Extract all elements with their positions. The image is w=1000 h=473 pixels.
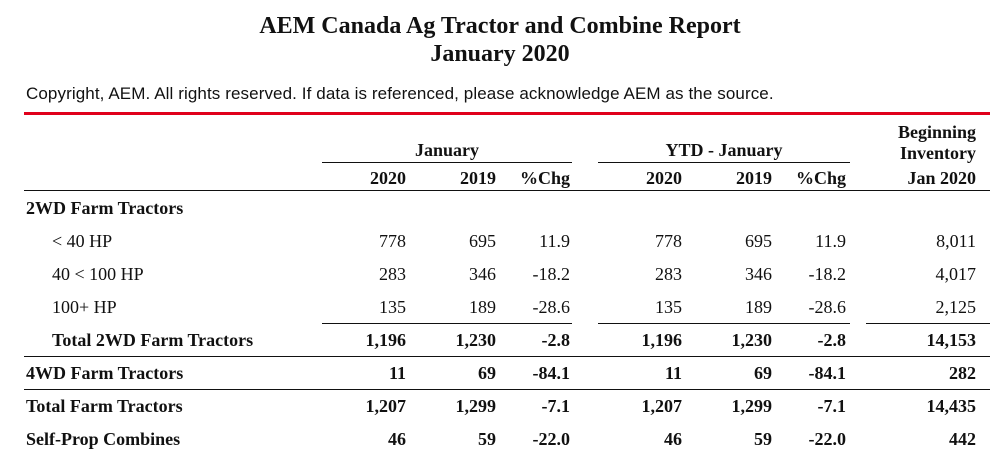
table-cell: -2.8 (817, 330, 847, 350)
rule-above-total-farm-tractors (24, 389, 990, 390)
table-cell: -2.8 (541, 330, 571, 350)
table-cell: -22.0 (532, 429, 571, 449)
column-header-ytd-2019: 2019 (736, 168, 772, 188)
table-cell: -18.2 (532, 264, 571, 284)
group-underline-january (322, 162, 572, 163)
table-cell: 1,230 (731, 330, 773, 350)
table-cell: 11.9 (539, 231, 570, 251)
table-cell: 695 (745, 231, 772, 251)
red-divider (24, 112, 990, 115)
table-cell: 1,299 (731, 396, 773, 416)
inventory-header-line2: Inventory (900, 143, 976, 163)
table-cell: -7.1 (817, 396, 847, 416)
row-label-total-2wd: Total 2WD Farm Tractors (52, 330, 254, 350)
table-cell: 14,153 (926, 330, 977, 350)
report-subtitle: January 2020 (430, 41, 570, 67)
table-cell: 46 (664, 429, 682, 449)
table-cell: 11 (664, 363, 682, 383)
row-label-self-prop-combines: Self-Prop Combines (26, 429, 181, 449)
table-cell: 346 (469, 264, 496, 284)
table-cell: 442 (949, 429, 976, 449)
table-cell: 46 (388, 429, 406, 449)
table-cell: 69 (478, 363, 496, 383)
table-cell: 1,207 (641, 396, 683, 416)
group-header-january: January (414, 140, 479, 160)
report-title: AEM Canada Ag Tractor and Combine Report (259, 13, 741, 39)
table-cell: 59 (478, 429, 496, 449)
table-cell: -18.2 (808, 264, 847, 284)
group-header-ytd: YTD - January (665, 140, 783, 160)
table-cell: -84.1 (808, 363, 847, 383)
row-label-total-farm-tractors: Total Farm Tractors (26, 396, 183, 416)
table-cell: 8,011 (936, 231, 976, 251)
table-cell: 778 (655, 231, 682, 251)
table-cell: 1,196 (365, 330, 407, 350)
row-label-2wd: 2WD Farm Tractors (26, 198, 184, 218)
table-cell: 778 (379, 231, 406, 251)
table-cell: 189 (469, 297, 496, 317)
table-cell: 1,230 (455, 330, 497, 350)
row-label-4wd: 4WD Farm Tractors (26, 363, 184, 383)
group-underline-ytd (598, 162, 850, 163)
table-cell: 695 (469, 231, 496, 251)
column-header-month-2020: 2020 (370, 168, 406, 188)
rule-above-total-2wd (598, 323, 850, 324)
row-label-40-100hp: 40 < 100 HP (52, 264, 144, 284)
column-header-month-2019: 2019 (460, 168, 496, 188)
row-label-under-40hp: < 40 HP (52, 231, 113, 251)
rule-above-total-2wd (322, 323, 572, 324)
header-bottom-rule (24, 190, 990, 191)
table-cell: 135 (379, 297, 406, 317)
table-cell: -7.1 (541, 396, 571, 416)
table-cell: 14,435 (926, 396, 977, 416)
table-cell: 59 (754, 429, 772, 449)
table-cell: 283 (379, 264, 406, 284)
table-cell: -28.6 (808, 297, 847, 317)
table-cell: 1,207 (365, 396, 407, 416)
table-cell: 346 (745, 264, 772, 284)
table-cell: 4,017 (935, 264, 977, 284)
table-cell: 11.9 (815, 231, 846, 251)
table-cell: 1,299 (455, 396, 497, 416)
table-cell: 69 (754, 363, 772, 383)
column-header-ytd-pctchg: %Chg (795, 168, 846, 188)
copyright-notice: Copyright, AEM. All rights reserved. If … (26, 84, 774, 103)
column-header-ytd-2020: 2020 (646, 168, 682, 188)
table-cell: 11 (388, 363, 406, 383)
table-cell: 189 (745, 297, 772, 317)
table-cell: -84.1 (532, 363, 571, 383)
row-label-100hp-plus: 100+ HP (52, 297, 117, 317)
rule-above-total-2wd (866, 323, 990, 324)
column-header-month-pctchg: %Chg (519, 168, 570, 188)
table-cell: 1,196 (641, 330, 683, 350)
table-cell: 283 (655, 264, 682, 284)
table-cell: -22.0 (808, 429, 847, 449)
table-cell: -28.6 (532, 297, 571, 317)
table-cell: 2,125 (935, 297, 977, 317)
table-cell: 135 (655, 297, 682, 317)
column-header-inventory: Jan 2020 (907, 168, 976, 188)
rule-above-4wd (24, 356, 990, 357)
inventory-header-line1: Beginning (897, 122, 976, 142)
table-cell: 282 (949, 363, 976, 383)
